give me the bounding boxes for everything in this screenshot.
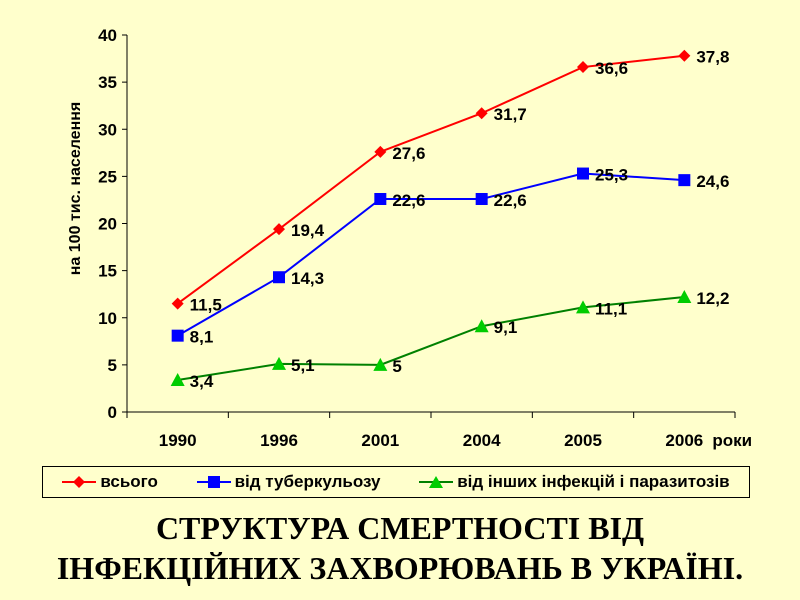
data-point-diamond [577,61,589,74]
legend-marker-total [62,476,97,488]
data-label: 9,1 [494,318,518,337]
data-point-square [374,192,387,205]
data-point-diamond [273,223,285,236]
data-label: 36,6 [595,59,628,78]
page-title: СТРУКТУРА СМЕРТНОСТІ ВІД ІНФЕКЦІЙНИХ ЗАХ… [0,508,800,588]
data-point-diamond [475,107,488,120]
data-point-diamond [374,145,387,158]
data-point-triangle [373,357,388,371]
data-point-square [273,271,285,284]
series-line-0 [177,54,685,305]
y-tick-label: 20 [98,215,117,234]
data-point-triangle [576,300,590,314]
data-label: 12,2 [696,289,729,308]
legend-item-total: всього [62,472,158,492]
title-line-2: ІНФЕКЦІЙНИХ ЗАХВОРЮВАНЬ В УКРАЇНІ. [56,550,744,586]
x-tick-label: 2005 [564,431,602,450]
legend-marker-tuberculosis [196,476,231,488]
data-label: 5,1 [291,356,315,375]
legend-marker-other-infections [419,476,454,488]
data-label: 27,6 [392,144,425,163]
y-tick-label: 40 [98,26,117,45]
title-line-1: СТРУКТУРА СМЕРТНОСТІ ВІД [155,510,645,546]
data-label: 31,7 [494,105,527,124]
data-label: 14,3 [291,269,324,288]
y-axis-title: на 100 тис. населення [67,102,84,275]
x-axis-suffix: роки [712,431,752,450]
data-label: 22,6 [494,191,527,210]
data-label: 11,1 [595,299,627,318]
x-tick-label: 1990 [159,431,197,450]
data-point-diamond [678,49,691,62]
y-tick-label: 0 [108,403,117,422]
x-tick-label: 2006 [665,431,703,450]
legend-label-other-infections: від інших інфекцій і паразитозів [457,472,730,491]
data-label: 24,6 [696,172,729,191]
data-label: 22,6 [392,191,425,210]
series-line-1 [177,172,685,337]
legend-item-other-infections: від інших інфекцій і паразитозів [419,472,730,492]
data-label: 19,4 [291,221,325,240]
data-point-square [475,192,488,205]
data-label: 25,3 [595,166,628,185]
data-point-triangle [474,319,489,333]
y-tick-label: 5 [108,356,117,375]
legend-label-total: всього [100,472,158,491]
legend-item-tuberculosis: від туберкульозу [196,472,381,492]
data-label: 11,5 [190,296,222,315]
data-point-triangle [170,372,185,386]
x-tick-label: 2001 [361,431,399,450]
y-tick-label: 25 [98,167,117,186]
y-tick-label: 15 [98,262,117,281]
x-tick-label: 2004 [463,431,501,450]
y-tick-label: 30 [98,120,117,139]
data-label: 5 [392,357,401,376]
data-point-diamond [171,297,184,310]
data-point-triangle [677,290,692,304]
data-label: 8,1 [190,328,214,347]
data-point-square [577,167,589,180]
x-tick-label: 1996 [260,431,298,450]
data-point-square [171,329,184,342]
data-label: 37,8 [696,48,729,67]
legend-label-tuberculosis: від туберкульозу [234,472,381,491]
series-line-2 [177,296,685,381]
data-point-square [678,174,691,187]
y-tick-label: 10 [98,309,117,328]
chart-legend: всього від туберкульозу від інших інфекц… [42,466,750,498]
data-point-triangle [272,356,286,370]
y-tick-label: 35 [98,73,117,92]
data-label: 3,4 [190,372,214,391]
